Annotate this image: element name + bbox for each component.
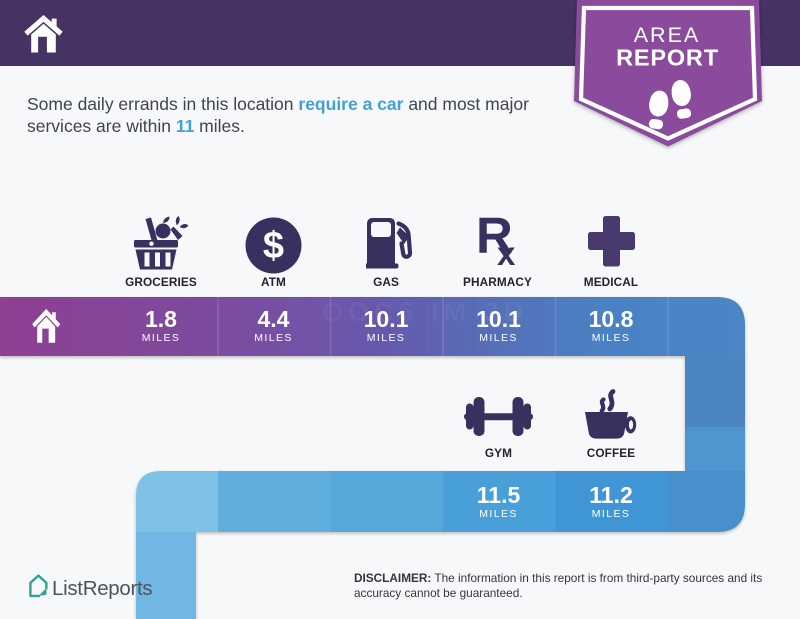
svg-text:REPORT: REPORT [616,45,719,71]
svg-text:x: x [497,235,516,267]
svg-text:AREA: AREA [634,23,701,47]
svg-text:$: $ [263,225,284,267]
svg-text:R: R [478,213,513,264]
svg-text:OOC6 IM 3D: OOC6 IM 3D [322,297,528,327]
